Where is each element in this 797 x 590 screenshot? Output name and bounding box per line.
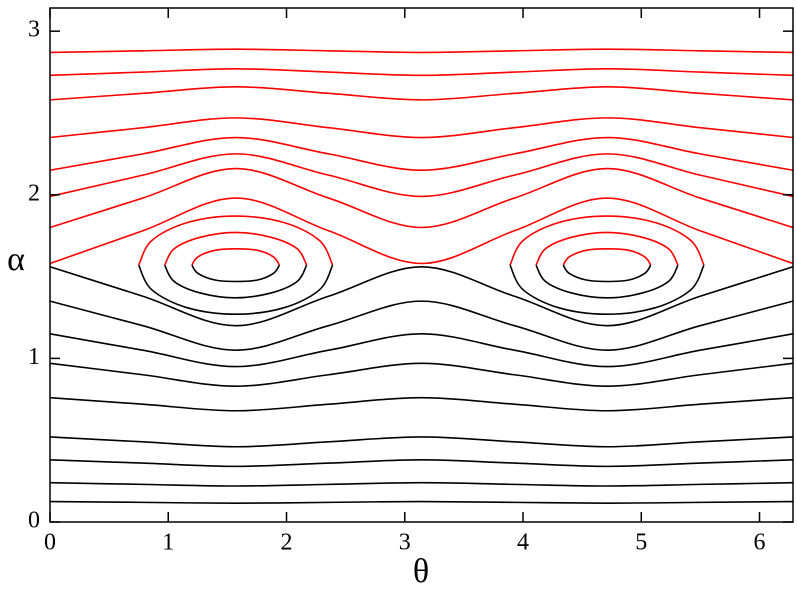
orbit-curve bbox=[49, 85, 794, 101]
orbit-curve bbox=[49, 117, 794, 139]
orbit-curve bbox=[535, 231, 679, 266]
y-axis-title: α bbox=[7, 241, 25, 278]
orbit-curve bbox=[49, 436, 794, 448]
orbit-curve bbox=[137, 264, 334, 316]
x-tick-label: 5 bbox=[635, 530, 647, 556]
x-tick-label: 4 bbox=[517, 530, 529, 556]
x-tick-label: 2 bbox=[281, 530, 293, 556]
orbit-curve bbox=[49, 153, 794, 198]
orbit-curve bbox=[49, 333, 794, 368]
orbit-curve bbox=[49, 500, 794, 504]
orbit-curve bbox=[163, 231, 308, 266]
orbit-curve bbox=[49, 300, 794, 352]
orbit-curve bbox=[49, 459, 794, 468]
y-tick-label: 3 bbox=[28, 17, 40, 43]
orbit-curve bbox=[49, 167, 794, 229]
x-tick-label: 3 bbox=[399, 530, 411, 556]
y-tick-label: 2 bbox=[28, 180, 40, 206]
orbit-curve bbox=[49, 197, 794, 265]
orbit-curve bbox=[49, 67, 794, 77]
orbit-curve bbox=[509, 215, 705, 266]
x-tick-label: 0 bbox=[44, 530, 56, 556]
y-tick-label: 0 bbox=[28, 508, 40, 534]
plot-frame bbox=[49, 7, 794, 523]
orbit-curve bbox=[49, 265, 794, 327]
orbit-curve bbox=[49, 362, 794, 388]
x-tick-label: 6 bbox=[754, 530, 766, 556]
orbit-curve bbox=[163, 264, 308, 299]
orbit-curve bbox=[562, 264, 652, 283]
orbit-curve bbox=[49, 396, 794, 412]
orbit-curve bbox=[49, 48, 794, 54]
orbit-curve bbox=[49, 481, 794, 487]
orbit-curve bbox=[191, 247, 281, 266]
y-tick-label: 1 bbox=[28, 344, 40, 370]
orbit-curve bbox=[509, 264, 705, 316]
orbit-curve bbox=[137, 215, 334, 266]
orbit-curve bbox=[49, 136, 794, 172]
x-tick-label: 1 bbox=[162, 530, 174, 556]
orbit-curve bbox=[191, 264, 281, 283]
orbit-curve bbox=[562, 247, 652, 266]
orbit-curve bbox=[535, 264, 679, 299]
x-axis-title: θ bbox=[413, 553, 429, 590]
